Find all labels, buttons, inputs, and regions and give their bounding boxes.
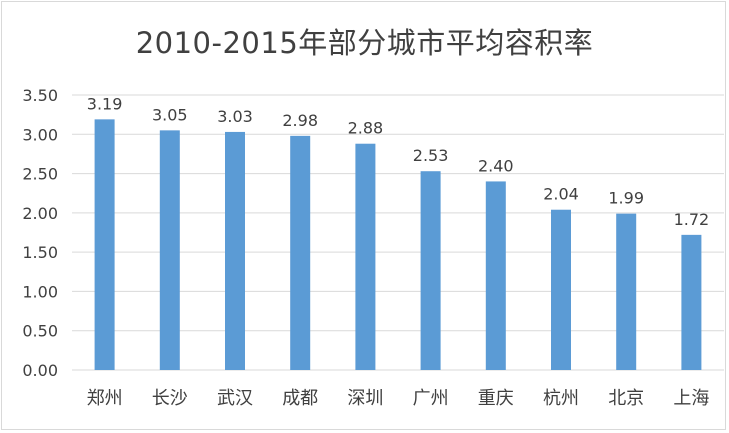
y-tick-label: 0.00 (22, 361, 58, 380)
bar (420, 171, 441, 370)
y-tick-label: 1.00 (22, 282, 58, 301)
x-tick-label: 长沙 (152, 388, 188, 409)
data-label: 1.72 (674, 210, 710, 229)
data-label: 2.88 (348, 119, 384, 138)
x-tick-label: 北京 (608, 388, 644, 409)
bar (681, 234, 702, 370)
gridlines (72, 94, 724, 371)
bar (485, 181, 506, 370)
chart-title: 2010-2015年部分城市平均容积率 (135, 26, 594, 60)
data-label: 3.03 (217, 107, 253, 126)
bar (616, 213, 637, 370)
x-tick-label: 重庆 (478, 388, 514, 409)
bar (355, 143, 376, 370)
data-label: 3.05 (152, 105, 188, 124)
x-tick-label: 广州 (413, 388, 449, 409)
x-tick-label: 武汉 (217, 388, 253, 409)
data-labels: 3.19 3.05 3.03 2.98 2.88 2.53 2.40 2.04 1.99 1.72 (87, 94, 709, 229)
data-label: 3.19 (87, 94, 123, 113)
data-label: 2.04 (543, 185, 579, 204)
x-axis: 郑州 长沙 武汉 成都 深圳 广州 重庆 杭州 北京 上海 (87, 388, 710, 409)
y-tick-label: 3.00 (22, 125, 58, 144)
y-tick-label: 0.50 (22, 322, 58, 341)
data-label: 2.53 (413, 146, 449, 165)
y-tick-label: 2.00 (22, 204, 58, 223)
y-tick-label: 2.50 (22, 165, 58, 184)
x-tick-label: 上海 (673, 388, 709, 409)
data-label: 2.98 (282, 111, 318, 130)
data-label: 2.40 (478, 156, 514, 175)
bar (290, 135, 311, 370)
bar (94, 119, 115, 370)
bar (225, 131, 245, 370)
bars (94, 119, 702, 370)
bar (159, 130, 180, 370)
x-tick-label: 杭州 (543, 388, 579, 409)
y-tick-label: 3.50 (22, 86, 58, 105)
bar (551, 209, 571, 370)
y-tick-label: 1.50 (22, 243, 58, 262)
data-label: 1.99 (608, 189, 644, 208)
x-tick-label: 成都 (282, 388, 318, 409)
y-axis: 0.00 0.50 1.00 1.50 2.00 2.50 3.00 3.50 (22, 86, 58, 380)
x-tick-label: 深圳 (347, 388, 383, 409)
x-tick-label: 郑州 (87, 388, 123, 409)
